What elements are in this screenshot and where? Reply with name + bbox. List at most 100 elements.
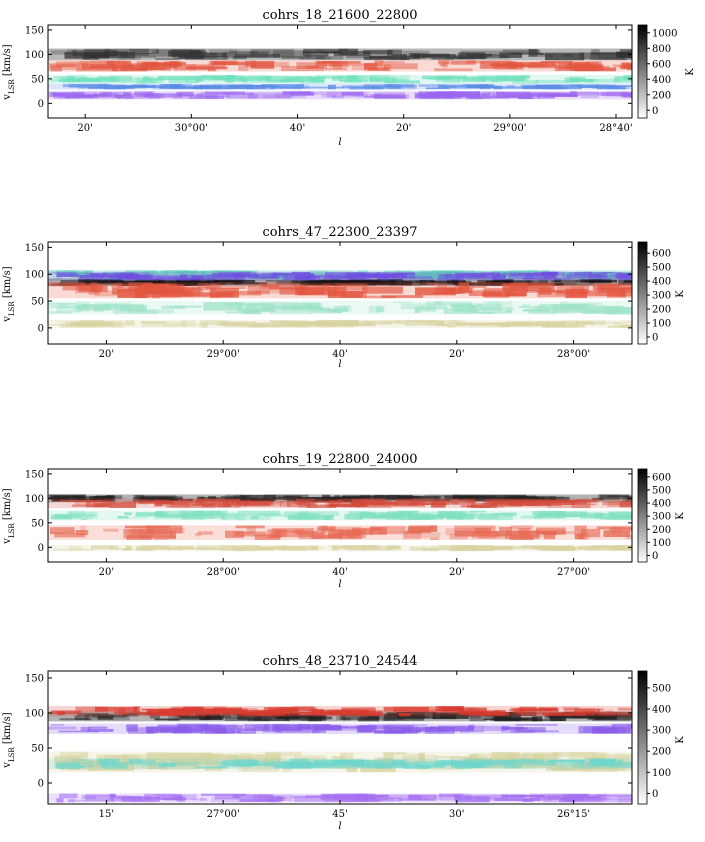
emission-clump: [575, 320, 606, 326]
emission-clump: [283, 495, 302, 498]
emission-clump: [580, 513, 612, 519]
emission-clump: [437, 84, 482, 89]
emission-clump: [535, 795, 561, 798]
emission-clump: [283, 276, 321, 281]
emission-clump: [574, 271, 592, 276]
emission-clump: [184, 706, 227, 709]
emission-clump: [64, 761, 105, 768]
emission-clump: [73, 495, 85, 501]
emission-clump: [554, 279, 562, 282]
emission-clump: [117, 284, 138, 288]
emission-clump: [238, 710, 279, 717]
emission-clump: [400, 303, 447, 310]
emission-clump: [142, 76, 150, 82]
emission-clump: [214, 794, 240, 800]
emission-clump: [544, 532, 556, 540]
emission-clump: [247, 718, 270, 722]
emission-clump: [551, 321, 595, 325]
emission-clump: [583, 279, 618, 283]
x-axis-label: l: [338, 821, 341, 832]
y-tick-label: 0: [38, 543, 44, 554]
emission-clump: [272, 273, 314, 276]
emission-clump: [274, 545, 286, 549]
emission-clump: [532, 719, 564, 721]
emission-clump: [586, 758, 606, 766]
emission-clump: [380, 320, 399, 324]
emission-clump: [196, 93, 230, 98]
emission-band-base: [48, 91, 632, 100]
emission-clump: [304, 323, 343, 327]
emission-clump: [567, 302, 603, 305]
emission-clump: [467, 95, 510, 99]
emission-clump: [439, 547, 470, 551]
emission-clump: [431, 57, 454, 60]
emission-clump: [623, 281, 632, 283]
emission-clump: [124, 526, 167, 534]
emission-clump: [569, 76, 586, 81]
emission-clump: [590, 52, 628, 61]
emission-clump: [466, 94, 496, 99]
emission-clump: [412, 513, 433, 520]
emission-clump: [412, 320, 428, 323]
emission-clump: [592, 753, 603, 764]
emission-clump: [50, 724, 65, 726]
emission-clump: [298, 322, 324, 328]
emission-clump: [330, 727, 370, 731]
emission-clump: [237, 766, 281, 772]
emission-clump: [515, 727, 546, 733]
emission-clump: [424, 494, 460, 499]
emission-clump: [288, 515, 334, 520]
emission-clump: [269, 320, 291, 323]
emission-clump: [206, 280, 242, 285]
emission-clump: [219, 323, 248, 326]
emission-clump: [139, 91, 155, 95]
emission-clump: [570, 84, 583, 88]
emission-clump: [201, 323, 209, 328]
emission-clump: [239, 798, 275, 802]
emission-clump: [369, 305, 382, 314]
emission-clump: [219, 730, 242, 734]
emission-clump: [458, 282, 470, 293]
emission-clump: [543, 797, 576, 803]
emission-clump: [622, 93, 632, 98]
emission-clump: [204, 727, 227, 734]
emission-clump: [158, 763, 166, 768]
emission-clump: [469, 510, 486, 513]
x-tick-label: 20': [396, 123, 411, 134]
emission-clump: [425, 87, 450, 90]
emission-clump: [378, 275, 389, 281]
emission-clump: [50, 63, 75, 68]
emission-clump: [222, 321, 256, 324]
plot-area: 0 50 100 150 20' 28°00' 40' 20' 27°00' 0 100 200 300…: [25, 468, 671, 578]
emission-clump: [495, 714, 521, 722]
emission-clump: [305, 280, 331, 286]
emission-clump: [337, 795, 382, 802]
emission-clump: [253, 724, 279, 732]
emission-clump: [396, 499, 415, 501]
emission-clump: [523, 94, 540, 99]
emission-clump: [49, 91, 85, 98]
colorbar-label: K: [675, 736, 686, 744]
emission-clump: [275, 724, 311, 729]
emission-clump: [505, 61, 549, 68]
emission-clump: [433, 762, 478, 765]
emission-clump: [59, 793, 78, 799]
emission-clump: [330, 526, 362, 533]
emission-clump: [147, 762, 167, 770]
emission-clump: [162, 515, 194, 518]
emission-clump: [112, 287, 119, 295]
emission-clump: [454, 274, 488, 278]
emission-clump: [265, 514, 290, 517]
chart-panel-4-svg: cohrs_48_23710_24544 0 50 100 150 15' 27°00' 4…: [2, 654, 686, 832]
emission-clump: [205, 286, 246, 289]
emission-clump: [422, 75, 467, 80]
emission-clump: [364, 63, 392, 72]
chart-panel-1-svg: cohrs_18_21600_22800 0 50 100 150 20' 30°00' 4…: [2, 8, 696, 148]
emission-clump: [317, 325, 354, 328]
emission-clump: [51, 710, 82, 715]
emission-clump: [250, 49, 295, 57]
colorbar-tick-label: 0: [652, 333, 658, 344]
emission-clump: [222, 711, 246, 719]
colorbar-tick-label: 200: [652, 305, 671, 316]
y-tick-label: 150: [25, 243, 44, 254]
